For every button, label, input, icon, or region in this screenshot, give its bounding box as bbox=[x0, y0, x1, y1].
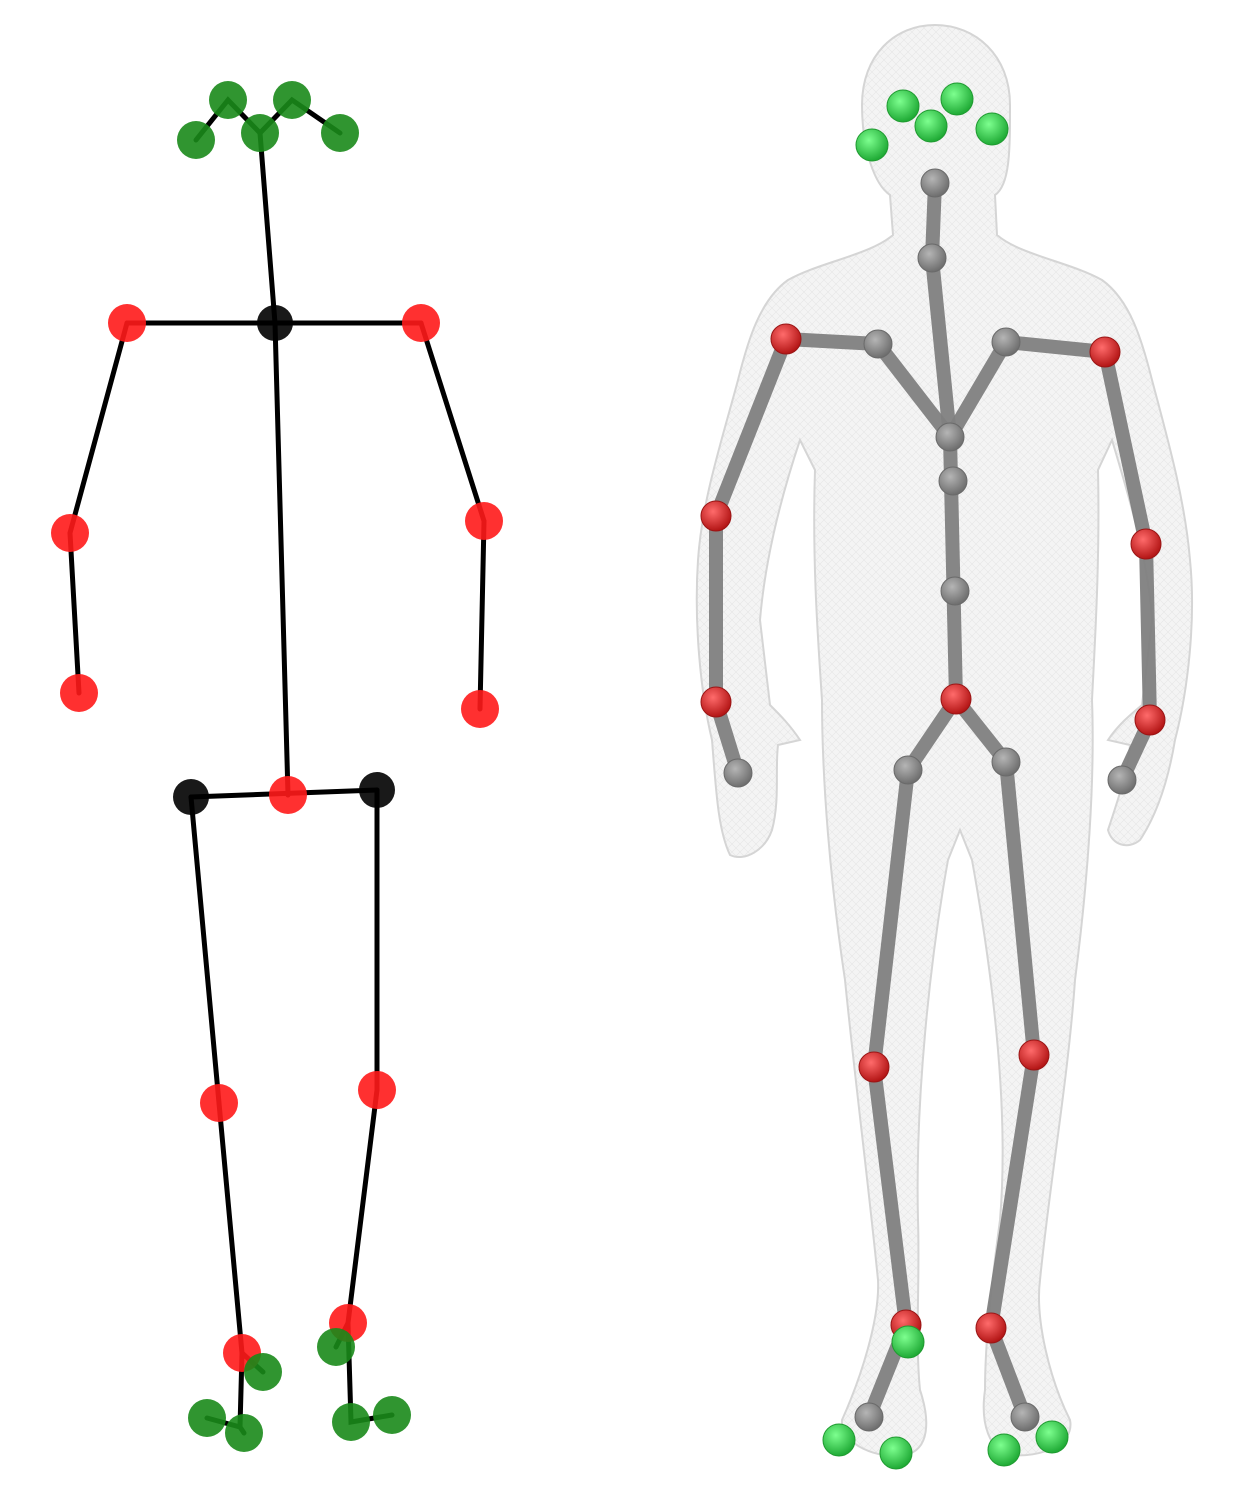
toe-joint-right-1 bbox=[332, 1403, 370, 1441]
mesh-face-joint-2 bbox=[886, 89, 920, 123]
face-joint-1 bbox=[177, 121, 215, 159]
heel-joint-left bbox=[244, 1353, 282, 1391]
mesh-face-joint-5 bbox=[975, 112, 1009, 146]
mesh-foot-joint-right bbox=[1010, 1402, 1040, 1432]
pelvis-joint bbox=[269, 776, 307, 814]
face-joint-2 bbox=[209, 81, 247, 119]
spine-bone bbox=[272, 320, 291, 798]
mesh-wrist-joint-left bbox=[700, 686, 732, 718]
toe-joint-right-2 bbox=[373, 1396, 411, 1434]
mesh-face-joint-4 bbox=[914, 109, 948, 143]
mesh-knee-joint-left bbox=[858, 1051, 890, 1083]
forearm-bone-left bbox=[67, 530, 82, 696]
mesh-foot-joint-left bbox=[854, 1402, 884, 1432]
mesh-neck-joint bbox=[917, 243, 947, 273]
mesh-joints bbox=[700, 82, 1166, 1470]
shin-bone-left bbox=[216, 1100, 245, 1356]
mesh-thigh-right bbox=[999, 755, 1041, 1062]
neck-bone bbox=[257, 130, 278, 326]
body-mesh-silhouette bbox=[695, 23, 1194, 1457]
mesh-wrist-joint-right bbox=[1134, 704, 1166, 736]
mesh-forearm-right bbox=[1139, 537, 1157, 727]
stick-bones bbox=[67, 96, 487, 1436]
mesh-neck-bone-lower bbox=[925, 251, 957, 444]
elbow-joint-left bbox=[51, 514, 89, 552]
mesh-foot-right bbox=[984, 1321, 1032, 1424]
elbow-joint-right bbox=[465, 502, 503, 540]
stick-joints bbox=[51, 81, 503, 1452]
mesh-hip-joint-right bbox=[991, 747, 1021, 777]
mesh-upper-arm-left bbox=[709, 332, 793, 523]
mesh-shoulder-joint-right bbox=[1089, 336, 1121, 368]
shoulder-joint-right bbox=[402, 304, 440, 342]
thigh-bone-left bbox=[188, 794, 222, 1106]
mesh-toe-joint-right-1 bbox=[987, 1433, 1021, 1467]
knee-joint-left bbox=[200, 1084, 238, 1122]
mesh-toe-joint-left-1 bbox=[822, 1423, 856, 1457]
face-joint-4 bbox=[273, 81, 311, 119]
mesh-shoulder-joint-left bbox=[770, 323, 802, 355]
shoulder-joint-left bbox=[108, 304, 146, 342]
mesh-elbow-joint-left bbox=[700, 500, 732, 532]
mesh-shin-right bbox=[984, 1048, 1041, 1335]
stick-figure-skeleton bbox=[51, 81, 503, 1452]
toe-joint-left-2 bbox=[225, 1414, 263, 1452]
mesh-heel-joint-left bbox=[891, 1325, 925, 1359]
mesh-elbow-joint-right bbox=[1130, 528, 1162, 560]
toe-joint-left-1 bbox=[188, 1399, 226, 1437]
mesh-hand-joint-left bbox=[723, 758, 753, 788]
mesh-hand-joint-right bbox=[1107, 765, 1137, 795]
mesh-thigh-left bbox=[867, 763, 915, 1074]
mesh-spine-joint-1 bbox=[935, 422, 965, 452]
upper-arm-bone-right bbox=[418, 320, 487, 524]
knee-joint-right bbox=[358, 1071, 396, 1109]
forearm-bone-right bbox=[477, 518, 487, 712]
mesh-knee-joint-right bbox=[1018, 1039, 1050, 1071]
heel-joint-right bbox=[317, 1328, 355, 1366]
mesh-clavicle-joint-right bbox=[991, 327, 1021, 357]
mesh-face-joint-3 bbox=[940, 82, 974, 116]
face-joint-5 bbox=[321, 114, 359, 152]
mesh-upper-arm-right bbox=[1098, 345, 1153, 551]
upper-arm-bone-left bbox=[67, 320, 130, 536]
body-mesh-skeleton bbox=[695, 23, 1194, 1470]
mesh-clavicle-left bbox=[871, 337, 957, 444]
face-joint-3 bbox=[241, 114, 279, 152]
mesh-face-joint-1 bbox=[855, 128, 889, 162]
shin-bone-right bbox=[345, 1087, 380, 1326]
hip-joint-left bbox=[173, 779, 209, 815]
mesh-spine-joint-2 bbox=[938, 466, 968, 496]
mesh-shin-left bbox=[867, 1060, 913, 1332]
mesh-ankle-joint-right bbox=[975, 1312, 1007, 1344]
mesh-clavicle-right bbox=[943, 335, 1013, 444]
wrist-joint-left bbox=[60, 674, 98, 712]
mesh-spine-joint-3 bbox=[940, 576, 970, 606]
mesh-shoulder-right bbox=[999, 335, 1112, 359]
wrist-joint-right bbox=[461, 690, 499, 728]
mesh-toe-joint-right-2 bbox=[1035, 1420, 1069, 1454]
hip-joint-right bbox=[359, 772, 395, 808]
mesh-clavicle-joint-left bbox=[863, 329, 893, 359]
mesh-pelvis-joint bbox=[940, 683, 972, 715]
mesh-toe-joint-left-2 bbox=[879, 1436, 913, 1470]
mesh-hip-joint-left bbox=[893, 755, 923, 785]
neck-joint bbox=[257, 305, 293, 341]
mesh-nose-joint bbox=[920, 168, 950, 198]
